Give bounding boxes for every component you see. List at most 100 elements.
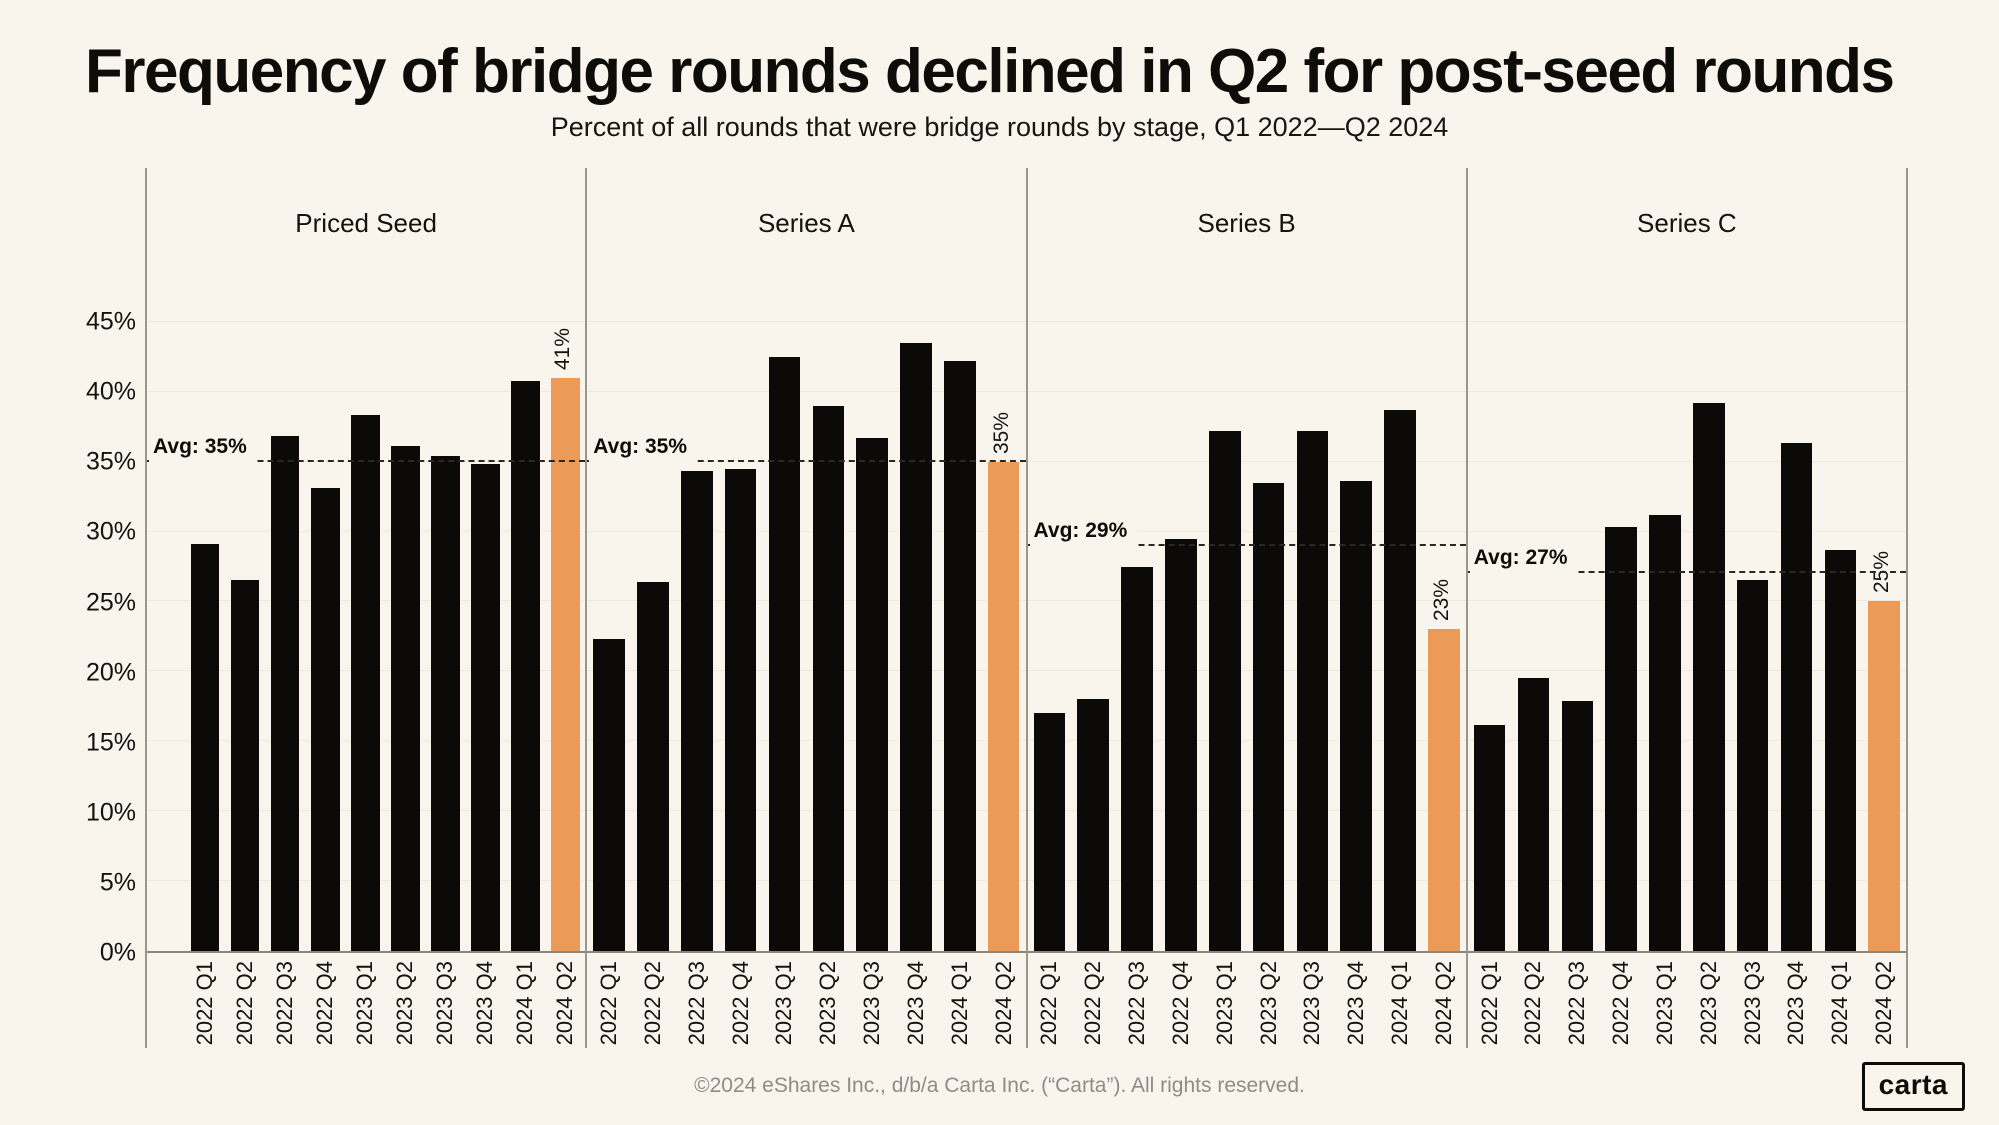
gridline [587, 600, 1026, 602]
x-axis-labels: 2022 Q1 2022 Q2 2022 Q3 2022 Q4 2023 Q1 2023 … [1468, 953, 1906, 1048]
gridline [1027, 740, 1466, 742]
y-axis-tick: 5% [99, 868, 136, 897]
bar-2023-q4 [1780, 443, 1813, 951]
bar-2024-q2 [1868, 601, 1900, 951]
x-label-cell: 2023 Q4 [1334, 961, 1378, 1048]
y-axis-tick: 10% [85, 798, 136, 827]
x-axis-label: 2024 Q1 [512, 961, 538, 1046]
x-label-cell: 2023 Q2 [385, 961, 425, 1048]
bar-cell [1071, 168, 1115, 951]
bar-cell [265, 168, 305, 951]
x-axis-label: 2022 Q4 [1608, 961, 1634, 1046]
x-axis-label: 2022 Q3 [1124, 961, 1150, 1046]
panel-title: Series C [1637, 208, 1737, 238]
page-title: Frequency of bridge rounds declined in Q… [85, 37, 1895, 106]
bar-cell [938, 168, 982, 951]
x-label-cell: 2023 Q3 [425, 961, 465, 1048]
x-label-cell: 2022 Q4 [305, 961, 345, 1048]
bar-cell [1290, 168, 1334, 951]
highlight-value-label: 35% [989, 411, 1013, 454]
gridline [1467, 880, 1906, 882]
bar-2024-q1 [1824, 549, 1857, 951]
x-label-cell: 2023 Q4 [465, 961, 505, 1048]
x-label-cell: 2023 Q2 [806, 961, 850, 1048]
bar-cell [587, 168, 631, 951]
x-label-cell: 2022 Q4 [719, 961, 763, 1048]
gridline [587, 530, 1026, 532]
x-label-cell: 2022 Q3 [265, 961, 305, 1048]
x-label-cell: 2022 Q3 [1555, 961, 1599, 1048]
bar-2022-q1 [190, 544, 220, 951]
bar-2023-q1 [1208, 430, 1241, 951]
gridline [147, 320, 586, 322]
bar-cell [1159, 168, 1203, 951]
bar-2023-q2 [1693, 402, 1725, 951]
bar-cell [763, 168, 807, 951]
bar-cell [894, 168, 938, 951]
x-label-cell: 2023 Q4 [1775, 961, 1819, 1048]
gridline [1467, 320, 1906, 322]
bar-cell: 35% [982, 168, 1026, 951]
gridline [1027, 810, 1466, 812]
gridline [587, 740, 1026, 742]
panel-title: Series A [757, 208, 855, 238]
bar-2022-q4 [310, 488, 340, 951]
bar-2023-q4 [470, 464, 500, 951]
gridline [587, 320, 1026, 322]
bar-2024-q1 [510, 380, 540, 951]
x-axis-label: 2024 Q1 [946, 961, 972, 1046]
panel-title: Series B [1197, 208, 1296, 238]
bars-row: 25% [1468, 168, 1906, 951]
x-label-cell: 2023 Q2 [1687, 961, 1731, 1048]
x-axis-label: 2022 Q2 [639, 961, 665, 1046]
bar-2023-q3 [430, 456, 460, 951]
x-axis-label: 2023 Q3 [1739, 961, 1765, 1046]
bar-cell [225, 168, 265, 951]
x-axis-label: 2023 Q2 [815, 961, 841, 1046]
bar-cell [185, 168, 225, 951]
average-label: Avg: 29% [1029, 517, 1138, 546]
x-axis-label: 2022 Q1 [596, 961, 622, 1046]
bar-2023-q3 [856, 437, 888, 951]
gridline [1467, 390, 1906, 392]
gridline [1467, 600, 1906, 602]
x-axis-label: 2022 Q2 [1080, 961, 1106, 1046]
gridline [1027, 600, 1466, 602]
x-label-cell: 2024 Q1 [1378, 961, 1422, 1048]
bar-cell [719, 168, 763, 951]
x-axis-label: 2024 Q1 [1827, 961, 1853, 1046]
bar-cell [385, 168, 425, 951]
x-label-cell: 2023 Q2 [1247, 961, 1291, 1048]
x-axis-label: 2023 Q2 [1255, 961, 1281, 1046]
average-line [147, 459, 586, 462]
x-label-cell: 2023 Q4 [894, 961, 938, 1048]
x-axis-label: 2023 Q4 [902, 961, 928, 1046]
gridline [1027, 320, 1466, 322]
x-label-cell: 2024 Q1 [505, 961, 545, 1048]
panel-plot-area: Series A 35% Avg: 35% [587, 168, 1026, 953]
bar-2022-q1 [1473, 724, 1506, 951]
bar-2022-q2 [230, 580, 260, 951]
chart-subtitle: Percent of all rounds that were bridge r… [550, 112, 1449, 142]
bar-2022-q2 [1077, 699, 1110, 951]
x-axis-label: 2023 Q2 [392, 961, 418, 1046]
x-label-cell: 2024 Q1 [1818, 961, 1862, 1048]
x-label-cell: 2022 Q3 [1115, 961, 1159, 1048]
panel-plot-area: Series C 25% Avg: 27% [1467, 168, 1906, 953]
bar-cell: 25% [1862, 168, 1906, 951]
bar-cell [505, 168, 545, 951]
bar-cell [1247, 168, 1291, 951]
bar-2022-q2 [1517, 678, 1550, 951]
x-axis-label: 2022 Q4 [1167, 961, 1193, 1046]
x-axis-label: 2023 Q3 [859, 961, 885, 1046]
x-label-cell: 2024 Q2 [1862, 961, 1906, 1048]
bar-cell [1378, 168, 1422, 951]
x-axis-label: 2022 Q1 [1476, 961, 1502, 1046]
bar-2022-q3 [270, 436, 300, 951]
x-axis-label: 2022 Q2 [1520, 961, 1546, 1046]
x-axis-label: 2023 Q1 [352, 961, 378, 1046]
bar-2024-q1 [1384, 409, 1416, 951]
x-label-cell: 2022 Q4 [1159, 961, 1203, 1048]
bar-2023-q1 [1649, 514, 1681, 951]
x-axis-label: 2023 Q1 [771, 961, 797, 1046]
